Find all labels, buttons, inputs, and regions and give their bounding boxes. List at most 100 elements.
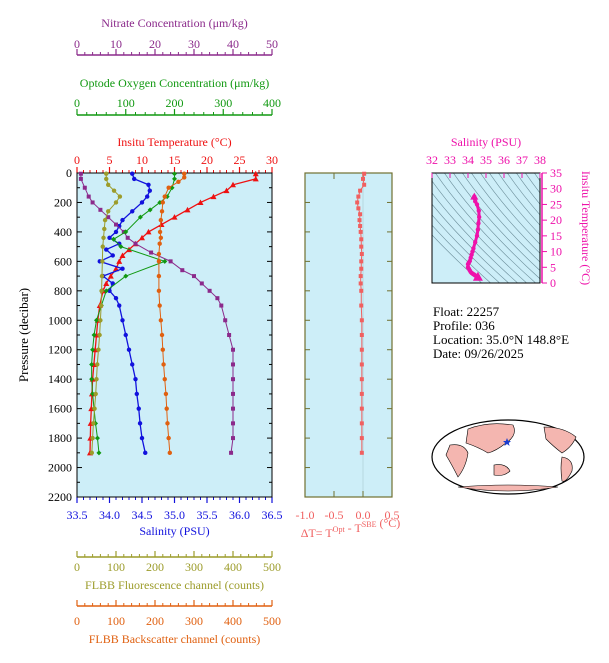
oxygen-point — [137, 214, 143, 220]
salinity-point — [132, 176, 137, 182]
map-landmass — [543, 426, 577, 454]
oxygen-point — [123, 273, 129, 279]
fluorescence-point — [102, 217, 108, 223]
pressure-axis-label: Pressure (decibar) — [16, 288, 31, 382]
nitrate-point — [223, 318, 228, 323]
ts-salinity-tick-label: 33 — [444, 153, 456, 167]
backscatter-point — [159, 209, 165, 214]
nitrate-point — [125, 235, 130, 240]
delta-t-point — [359, 406, 364, 411]
ts-point — [473, 239, 478, 245]
salinity-tick-label: 34.5 — [132, 508, 153, 522]
ts-temp-tick-label: 10 — [550, 245, 562, 259]
delta-t-point — [359, 347, 364, 352]
oxygen-point — [94, 317, 99, 323]
salinity-point — [120, 266, 125, 271]
delta-t-point — [359, 259, 364, 264]
ts-salinity-tick-label: 34 — [462, 153, 474, 167]
nitrate-tick-label: 20 — [149, 37, 161, 51]
backscatter-point — [176, 179, 181, 185]
pressure-tick-label: 800 — [54, 284, 72, 298]
fluorescence-point — [100, 259, 105, 264]
delta-t-point — [358, 212, 363, 217]
pressure-tick-label: 0 — [66, 166, 72, 180]
nitrate-point — [98, 207, 103, 212]
fluorescence-point — [99, 288, 104, 294]
salinity-tick-label: 36.5 — [262, 508, 283, 522]
salinity-tick-label: 34.0 — [99, 508, 120, 522]
backscatter-point — [157, 229, 163, 235]
density-contour — [525, 173, 540, 194]
nitrate-point — [192, 274, 196, 279]
backscatter-point — [158, 217, 164, 223]
salinity-point — [126, 347, 132, 352]
oxygen-point — [94, 435, 100, 441]
nitrate-tick-label: 40 — [227, 37, 239, 51]
salinity-point — [130, 209, 135, 214]
salinity-tick-label: 35.0 — [164, 508, 185, 522]
backscatter-point — [165, 421, 170, 426]
nitrate-point — [149, 250, 154, 255]
delta-t-point — [361, 176, 365, 181]
delta-t-point — [359, 288, 364, 293]
temperature-point — [107, 273, 114, 279]
fluorescence-point — [98, 303, 104, 308]
backscatter-point — [157, 303, 162, 308]
delta-t-point — [356, 206, 361, 211]
oxygen-tick-label: 400 — [263, 96, 281, 110]
ts-surface-marker — [470, 192, 479, 200]
nitrate-point — [133, 241, 138, 246]
salinity-point — [146, 182, 151, 187]
salinity-point — [113, 295, 119, 301]
temperature-point — [145, 228, 152, 235]
oxygen-point — [90, 347, 96, 353]
backscatter-point — [164, 406, 169, 411]
temperature-point — [139, 234, 145, 241]
world-map-inset — [431, 419, 585, 495]
delta-t-point — [362, 182, 367, 187]
nitrate-point — [215, 296, 220, 301]
nitrate-point — [78, 176, 83, 181]
temperature-point — [184, 206, 191, 213]
fluorescence-axis-title: FLBB Fluorescence channel (counts) — [85, 578, 264, 592]
density-contour — [480, 173, 540, 245]
ts-salinity-axis-title: Salinity (PSU) — [451, 135, 521, 149]
density-contour — [432, 203, 510, 283]
fluorescence-point — [104, 176, 109, 182]
delta-t-point — [359, 237, 364, 242]
oxygen-tick-label: 0 — [74, 96, 80, 110]
delta-t-point — [358, 229, 363, 234]
float-id-text: Float: 22257 — [433, 304, 500, 319]
pressure-tick-label: 1000 — [48, 313, 72, 327]
nitrate-point — [90, 200, 95, 205]
backscatter-series — [156, 171, 187, 456]
density-contour — [489, 173, 540, 236]
fluorescence-point — [91, 421, 96, 426]
delta-t-plot: -1.0 -0.5 0.0 0.5ΔT= TOpt - TSBE (°C) — [296, 171, 400, 540]
fluorescence-point — [92, 406, 97, 411]
ts-temp-tick-label: 15 — [550, 229, 562, 243]
backscatter-point — [156, 273, 162, 279]
fluorescence-point — [117, 194, 123, 199]
oxygen-axis-title: Optode Oxygen Concentration (μm/kg) — [80, 76, 269, 90]
nitrate-point — [231, 406, 235, 411]
nitrate-point — [227, 333, 232, 337]
delta-t-point — [359, 362, 364, 367]
backscatter-point — [166, 435, 171, 441]
ts-temp-tick-label: 35 — [550, 166, 562, 180]
backscatter-point — [156, 288, 162, 294]
fluorescence-point — [101, 235, 106, 240]
backscatter-tick-label: 100 — [107, 614, 125, 628]
delta-t-point — [356, 194, 361, 199]
delta-t-tick-label: 0.0 — [356, 508, 371, 522]
temperature-axis: 0 5 10 15 20 25 30 Insitu Temperature (°C) — [74, 135, 278, 173]
temperature-point — [252, 170, 259, 177]
temperature-point — [113, 265, 119, 272]
backscatter-tick-label: 500 — [263, 614, 281, 628]
nitrate-point — [114, 222, 118, 227]
backscatter-tick-label: 200 — [146, 614, 164, 628]
oxygen-axis: 0 100 200 300 400 Optode Oxygen Concentration… — [74, 76, 281, 116]
delta-t-point — [359, 377, 364, 382]
